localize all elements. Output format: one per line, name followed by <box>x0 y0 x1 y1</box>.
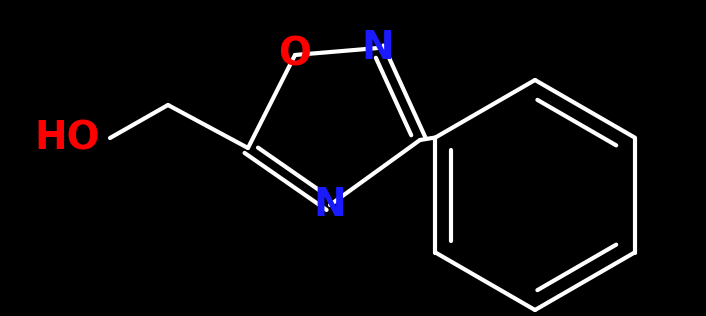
Text: HO: HO <box>35 119 100 157</box>
Text: O: O <box>278 36 311 74</box>
Text: N: N <box>313 186 347 224</box>
Text: N: N <box>361 29 395 67</box>
